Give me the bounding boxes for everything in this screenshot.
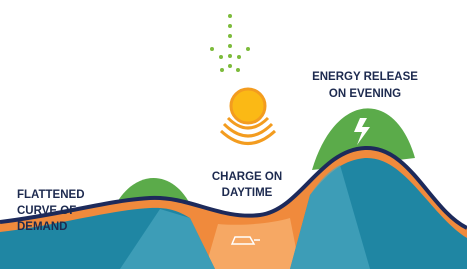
daytime-label: DAYTIME (222, 187, 273, 199)
demand-label: DEMAND (17, 221, 67, 233)
demand-label: FLATTENED (17, 189, 85, 201)
daytime-label: CHARGE ON (212, 171, 282, 183)
infographic: ENERGY RELEASE ON EVENING CHARGE ON DAYT… (0, 0, 467, 269)
demand-label: CURVE OF (17, 205, 76, 217)
evening-label: ENERGY RELEASE (312, 71, 418, 83)
evening-label: ON EVENING (329, 88, 401, 100)
